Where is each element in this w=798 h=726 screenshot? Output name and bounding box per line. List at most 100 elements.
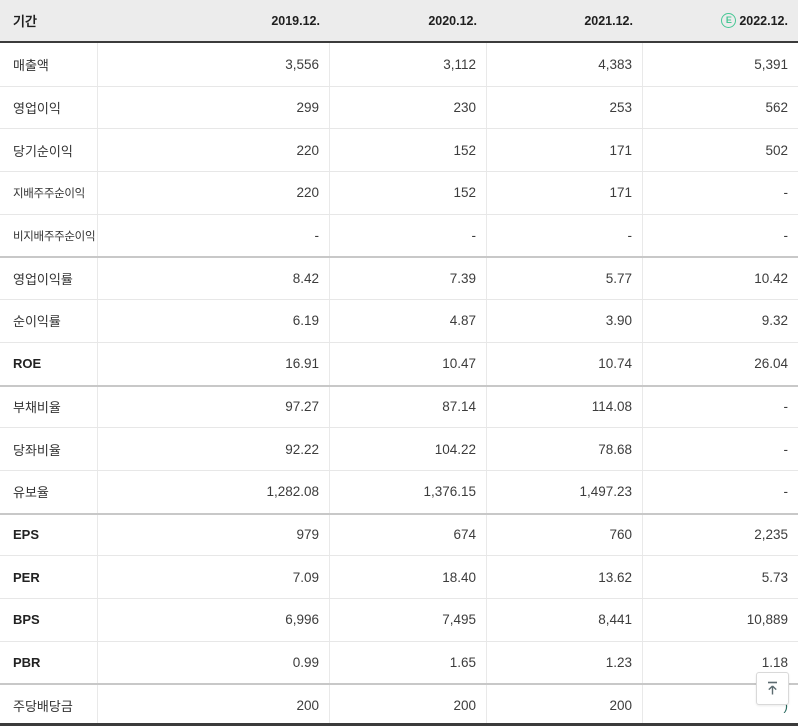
estimate-icon: E [721, 13, 737, 28]
table-row: 부채비율 97.27 87.14 114.08 - [0, 384, 798, 428]
value-cell: 3.90 [487, 300, 643, 342]
table-row: 영업이익 299 230 253 562 [0, 85, 798, 129]
value-cell: 13.62 [487, 556, 643, 598]
value-cell: 10.74 [487, 342, 643, 385]
row-label: 영업이익 [0, 86, 98, 129]
value-cell: 674 [330, 514, 487, 556]
value-cell: 1,376.15 [330, 470, 487, 513]
value-cell: 171 [487, 172, 643, 214]
value-cell: 4.87 [330, 300, 487, 342]
value-cell: - [98, 214, 330, 257]
value-cell: 78.68 [487, 428, 643, 470]
value-cell: 979 [98, 514, 330, 556]
value-cell: 18.40 [330, 556, 487, 598]
value-cell: 97.27 [98, 386, 330, 428]
row-label: ROE [0, 342, 98, 385]
scroll-to-top-button[interactable] [756, 672, 789, 705]
row-label: 매출액 [0, 43, 98, 86]
table-row: 영업이익률 8.42 7.39 5.77 10.42 [0, 256, 798, 300]
value-cell: 114.08 [487, 386, 643, 428]
value-cell: - [783, 399, 789, 415]
value-cell: 200 [487, 685, 643, 726]
value-cell: 1.23 [487, 641, 643, 684]
value-cell: 562 [765, 100, 788, 116]
table-row: EPS 979 674 760 2,235 [0, 512, 798, 556]
value-cell: 9.32 [761, 313, 788, 329]
row-label: BPS [0, 598, 98, 641]
table-row: 당기순이익 220 152 171 502 [0, 128, 798, 172]
value-cell: 6.19 [98, 300, 330, 342]
value-cell: 502 [765, 142, 788, 158]
value-cell: 152 [330, 129, 487, 172]
value-cell: 3,556 [98, 43, 330, 86]
row-label: EPS [0, 514, 98, 556]
row-label: 당좌비율 [0, 428, 98, 470]
value-cell: - [783, 185, 789, 201]
value-cell: 7,495 [330, 598, 487, 641]
value-cell: 200 [98, 685, 330, 726]
value-cell: 92.22 [98, 428, 330, 470]
table-row: 매출액 3,556 3,112 4,383 5,391 [0, 43, 798, 86]
value-cell: 10.42 [754, 271, 788, 287]
period-corner-label: 기간 [13, 14, 37, 29]
value-cell: 10,889 [746, 612, 788, 628]
value-cell: 0.99 [98, 641, 330, 684]
column-header-label: 2021.12. [584, 13, 633, 28]
value-cell: 26.04 [754, 356, 788, 372]
row-label: 지배주주순이익 [0, 172, 98, 214]
value-cell: 5.77 [487, 258, 643, 300]
table-row: 유보율 1,282.08 1,376.15 1,497.23 - [0, 469, 798, 513]
row-label: 당기순이익 [0, 129, 98, 172]
value-cell: 7.09 [98, 556, 330, 598]
value-cell: ) [783, 698, 789, 714]
column-header-label: 2020.12. [428, 13, 477, 28]
value-cell: 104.22 [330, 428, 487, 470]
table-row: 당좌비율 92.22 104.22 78.68 - [0, 427, 798, 470]
table-row: PBR 0.99 1.65 1.23 1.18 [0, 640, 798, 684]
column-header-label: 2019.12. [271, 13, 320, 28]
value-cell: - [330, 214, 487, 257]
value-cell: 6,996 [98, 598, 330, 641]
row-label: PBR [0, 641, 98, 684]
value-cell: 16.91 [98, 342, 330, 385]
value-cell: 10.47 [330, 342, 487, 385]
value-cell: - [783, 228, 789, 244]
value-cell: - [783, 484, 789, 500]
value-cell: 171 [487, 129, 643, 172]
row-label: 순이익률 [0, 300, 98, 342]
table-row: 지배주주순이익 220 152 171 - [0, 171, 798, 214]
value-cell: 220 [98, 172, 330, 214]
table-row: 주당배당금 200 200 200) [0, 683, 798, 726]
value-cell: - [783, 441, 789, 457]
value-cell: 5,391 [754, 56, 788, 72]
column-header-201912: 2019.12. [98, 14, 330, 28]
table-row: ROE 16.91 10.47 10.74 26.04 [0, 341, 798, 385]
table-row: PER 7.09 18.40 13.62 5.73 [0, 555, 798, 598]
value-cell: 3,112 [330, 43, 487, 86]
column-header-label: 2022.12. [739, 13, 788, 28]
value-cell: 1,282.08 [98, 470, 330, 513]
value-cell: 1.18 [761, 654, 788, 670]
row-label: 부채비율 [0, 386, 98, 428]
table-row: 순이익률 6.19 4.87 3.90 9.32 [0, 299, 798, 342]
row-label: 비지배주주순이익 [0, 214, 98, 257]
value-cell: 5.73 [761, 569, 788, 585]
table-body: 매출액 3,556 3,112 4,383 5,391 영업이익 299 230 253 562 당… [0, 43, 798, 726]
row-label: 주당배당금 [0, 685, 98, 726]
table-row: 비지배주주순이익 - - - - [0, 213, 798, 257]
value-cell: 760 [487, 514, 643, 556]
table-bottom-border [0, 723, 798, 726]
value-cell: 2,235 [754, 527, 788, 543]
value-cell: 253 [487, 86, 643, 129]
value-cell: 299 [98, 86, 330, 129]
value-cell: 8,441 [487, 598, 643, 641]
column-header-202112: 2021.12. [487, 14, 643, 28]
table-header-row: 기간 2019.12. 2020.12. 2021.12. E 2022.12. [0, 0, 798, 43]
value-cell: 220 [98, 129, 330, 172]
row-label: PER [0, 556, 98, 598]
value-cell: 8.42 [98, 258, 330, 300]
value-cell: 1,497.23 [487, 470, 643, 513]
value-cell: 230 [330, 86, 487, 129]
row-label: 영업이익률 [0, 258, 98, 300]
